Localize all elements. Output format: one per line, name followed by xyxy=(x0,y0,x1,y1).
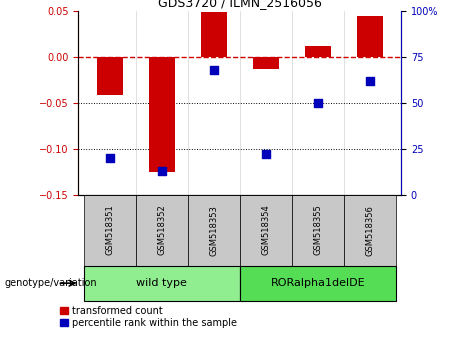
Point xyxy=(210,67,218,72)
Text: GSM518351: GSM518351 xyxy=(105,205,114,256)
Text: GSM518352: GSM518352 xyxy=(157,205,166,256)
Point xyxy=(158,168,165,173)
Bar xyxy=(201,12,227,57)
Text: GSM518353: GSM518353 xyxy=(209,205,218,256)
Bar xyxy=(97,57,123,95)
Bar xyxy=(188,195,240,266)
Point xyxy=(262,152,269,157)
Text: GSM518355: GSM518355 xyxy=(313,205,322,256)
Text: RORalpha1delDE: RORalpha1delDE xyxy=(271,278,365,288)
Title: GDS3720 / ILMN_2516056: GDS3720 / ILMN_2516056 xyxy=(158,0,322,10)
Text: GSM518356: GSM518356 xyxy=(365,205,374,256)
Bar xyxy=(240,195,292,266)
Text: wild type: wild type xyxy=(136,278,187,288)
Bar xyxy=(83,195,136,266)
Bar xyxy=(357,16,383,57)
Point xyxy=(366,78,373,84)
Point xyxy=(106,155,113,161)
Point xyxy=(314,100,321,105)
Text: genotype/variation: genotype/variation xyxy=(5,278,97,288)
Text: GSM518354: GSM518354 xyxy=(261,205,270,256)
Bar xyxy=(253,57,279,69)
Bar xyxy=(148,57,175,172)
Bar xyxy=(292,195,344,266)
Bar xyxy=(305,46,331,57)
Bar xyxy=(344,195,396,266)
Bar xyxy=(83,266,240,301)
Legend: transformed count, percentile rank within the sample: transformed count, percentile rank withi… xyxy=(60,306,237,328)
Bar xyxy=(136,195,188,266)
Bar xyxy=(240,266,396,301)
